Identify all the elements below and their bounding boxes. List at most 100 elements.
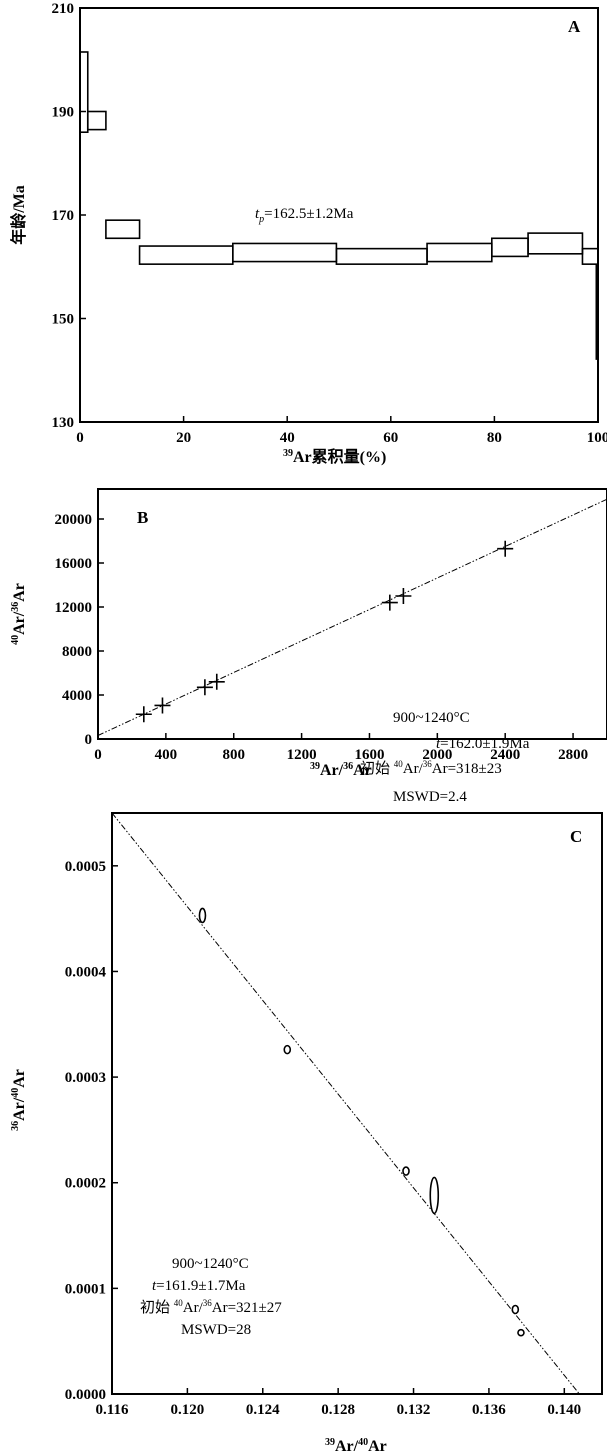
age-step-box — [86, 110, 107, 131]
data-point-cross — [381, 594, 398, 611]
panel-b-ticks: 0 400 800 1200 1600 2000 2400 2800 0 4000 8000 1200… — [55, 512, 589, 763]
x-tick-label: 80 — [487, 430, 502, 446]
data-point-ellipse — [283, 1044, 292, 1055]
panel-a-plateau-age: tp=162.5±1.2Ma — [255, 206, 354, 225]
data-point-cross — [497, 540, 514, 557]
c-ylabel-sup2: 40 — [10, 1088, 21, 1098]
panel-a-steps — [79, 51, 599, 360]
x-tick-label: 1200 — [287, 747, 317, 763]
b-initial-ar: Ar/ — [403, 761, 424, 777]
c-xlabel-sup2: 40 — [358, 1437, 368, 1448]
x-tick-label: 0.132 — [397, 1402, 431, 1418]
panel-a-xlabel: 39Ar累积量(%) — [283, 448, 386, 466]
data-point-cross — [196, 679, 213, 696]
age-step-box — [491, 237, 529, 258]
y-tick-label: 190 — [52, 105, 75, 121]
x-tick-label: 800 — [222, 747, 245, 763]
c-initial-prefix: 初始 — [140, 1299, 174, 1316]
plateau-sub: p — [258, 214, 264, 225]
data-point-cross — [135, 706, 152, 723]
b-xlabel-ar2: Ar — [353, 762, 372, 779]
y-tick-label: 4000 — [62, 688, 92, 704]
y-tick-label: 12000 — [55, 600, 93, 616]
y-tick-label: 130 — [52, 415, 75, 431]
y-tick-label: 16000 — [55, 556, 93, 572]
x-tick-label: 0.140 — [547, 1402, 581, 1418]
panel-a: A 0 20 40 60 80 100 130 150 170 190 210 tp=162.5±1… — [9, 1, 607, 466]
x-tick-label: 60 — [383, 430, 398, 446]
panel-c-ylabel: 36Ar/40Ar — [10, 1069, 28, 1131]
x-tick-label: 20 — [176, 430, 191, 446]
y-tick-label: 0 — [85, 732, 93, 748]
a-xlabel-text: Ar累积量(%) — [293, 448, 386, 466]
x-tick-label: 2000 — [422, 747, 452, 763]
panel-c-label: C — [570, 827, 582, 846]
x-tick-label: 2400 — [490, 747, 520, 763]
b-xlabel-sup1: 39 — [310, 761, 320, 772]
c-ylabel-ar1: Ar/ — [11, 1097, 28, 1121]
data-point-cross — [208, 673, 225, 690]
panel-b-mswd: MSWD=2.4 — [393, 789, 467, 805]
x-tick-label: 40 — [280, 430, 295, 446]
plateau-value: =162.5±1.2Ma — [264, 206, 354, 222]
c-xlabel-ar1: Ar/ — [335, 1438, 359, 1455]
y-tick-label: 0.0001 — [65, 1281, 106, 1297]
age-step-box — [138, 245, 234, 265]
b-initial-prefix: 初始 — [360, 760, 394, 777]
data-point-ellipse — [517, 1328, 525, 1337]
x-tick-label: 1600 — [354, 747, 384, 763]
age-step-box — [426, 242, 493, 263]
b-xlabel-ar1: Ar/ — [320, 762, 344, 779]
panel-b-initial: 初始 40Ar/36Ar=318±23 — [360, 759, 502, 777]
y-tick-label: 8000 — [62, 644, 92, 660]
panel-c-ticks: 0.116 0.120 0.124 0.128 0.132 0.136 0.140 0.000… — [65, 859, 581, 1418]
panel-c-plot — [111, 812, 580, 1395]
panel-c-mswd: MSWD=28 — [181, 1322, 251, 1338]
b-age-t: t — [436, 736, 441, 752]
panel-b: B 0 400 800 1200 1600 2000 2400 2800 0 4000 8000 12… — [10, 488, 607, 805]
x-tick-label: 0.128 — [321, 1402, 355, 1418]
c-initial-value: Ar=321±27 — [212, 1300, 283, 1316]
data-point-ellipse — [198, 907, 207, 924]
panel-a-ticks: 0 20 40 60 80 100 130 150 170 190 210 — [52, 1, 607, 446]
panel-a-ylabel: 年龄/Ma — [9, 185, 28, 245]
y-tick-label: 0.0004 — [65, 964, 107, 980]
c-ylabel-sup1: 36 — [10, 1121, 21, 1131]
b-initial-sup1: 40 — [394, 759, 404, 769]
b-age-value: =162.0±1.9Ma — [440, 736, 530, 752]
age-step-box — [232, 242, 338, 263]
x-tick-label: 0.120 — [171, 1402, 205, 1418]
panel-b-xlabel: 39Ar/36Ar — [310, 761, 372, 779]
data-point-ellipse — [511, 1304, 520, 1315]
b-ylabel-sup2: 36 — [10, 602, 21, 612]
b-initial-sup2: 36 — [423, 759, 433, 769]
x-tick-label: 100 — [587, 430, 607, 446]
data-point-cross — [395, 588, 412, 604]
c-xlabel-sup1: 39 — [325, 1437, 335, 1448]
b-ylabel-ar1: Ar/ — [11, 611, 28, 635]
isochron-fit-line — [97, 498, 607, 736]
y-tick-label: 0.0003 — [65, 1070, 106, 1086]
panel-b-ylabel: 40Ar/36Ar — [10, 583, 28, 645]
panel-b-plot — [97, 498, 607, 736]
data-point-ellipse — [429, 1176, 440, 1215]
panel-b-label: B — [137, 508, 148, 527]
y-tick-label: 0.0002 — [65, 1176, 106, 1192]
panel-b-temp: 900~1240°C — [393, 710, 470, 726]
age-step-box — [527, 232, 584, 255]
a-xlabel-sup: 39 — [283, 448, 293, 459]
b-ylabel-sup1: 40 — [10, 635, 21, 645]
b-ylabel-ar2: Ar — [11, 583, 28, 602]
c-initial-sup2: 36 — [203, 1298, 213, 1308]
c-initial-ar: Ar/ — [183, 1300, 204, 1316]
x-tick-label: 2800 — [558, 747, 588, 763]
y-tick-label: 0.0005 — [65, 859, 106, 875]
y-tick-label: 210 — [52, 1, 75, 17]
panel-a-label: A — [568, 17, 581, 36]
b-initial-value: Ar=318±23 — [432, 761, 502, 777]
c-xlabel-ar2: Ar — [368, 1438, 387, 1455]
plateau-t: t — [255, 206, 260, 222]
panel-c: C 0.116 0.120 0.124 0.128 0.132 0.136 0.140 0.0… — [10, 812, 603, 1455]
data-point-ellipse — [402, 1166, 410, 1176]
